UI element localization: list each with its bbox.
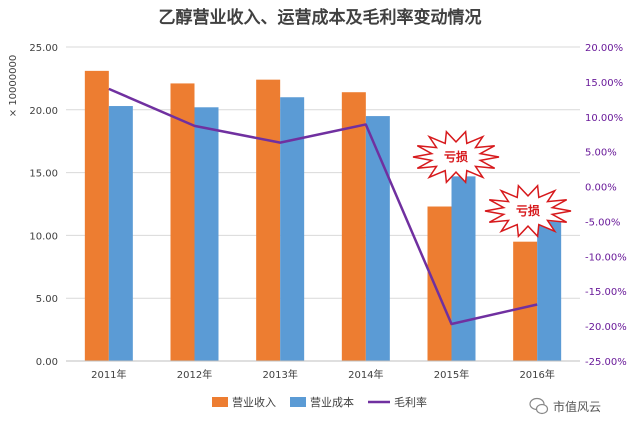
right-tick-label: -15.00%	[585, 287, 627, 298]
bar-cost	[280, 97, 305, 362]
legend-label: 营业成本	[310, 395, 354, 409]
left-tick-label: 10.00	[29, 231, 58, 242]
x-tick-label: 2012年	[177, 368, 212, 381]
x-tick-label: 2011年	[91, 368, 126, 381]
legend: 营业收入 营业成本 毛利率	[212, 395, 427, 409]
loss-label: 亏损	[444, 149, 468, 164]
margin-line-group	[108, 87, 538, 326]
wechat-icon	[529, 397, 549, 415]
bars-group	[84, 70, 562, 362]
bar-revenue	[427, 206, 452, 361]
loss-callout: 亏损	[412, 129, 500, 185]
watermark: 市值风云	[529, 397, 601, 415]
starburst-shape	[412, 129, 500, 185]
bar-revenue	[170, 83, 195, 361]
right-tick-label: 10.00%	[585, 113, 623, 124]
left-tick-label: 15.00	[29, 169, 58, 180]
watermark-text: 市值风云	[553, 399, 601, 414]
right-tick-label: -5.00%	[585, 217, 620, 228]
x-tick-label: 2015年	[434, 368, 469, 381]
loss-label: 亏损	[516, 203, 540, 218]
axes-group: 0.00 5.00 10.00 15.00 20.00 25.00 -25.00% -20.0…	[29, 43, 626, 381]
bar-revenue	[513, 241, 538, 361]
right-tick-label: -20.00%	[585, 322, 627, 333]
right-tick-label: 20.00%	[585, 43, 623, 54]
right-tick-label: 0.00%	[585, 183, 617, 194]
legend-swatch	[212, 397, 228, 407]
bar-revenue	[341, 92, 366, 361]
loss-callout: 亏损	[484, 183, 572, 239]
x-tick-label: 2016年	[519, 368, 554, 381]
legend-label: 毛利率	[394, 395, 427, 409]
legend-swatch	[290, 397, 306, 407]
bar-cost	[537, 221, 562, 361]
bar-cost	[451, 176, 476, 361]
margin-line	[108, 87, 538, 326]
chart-title: 乙醇营业收入、运营成本及毛利率变动情况	[159, 7, 482, 28]
left-tick-label: 25.00	[29, 43, 58, 54]
right-tick-label: -25.00%	[585, 357, 627, 368]
right-tick-label: 5.00%	[585, 148, 617, 159]
right-tick-label: -10.00%	[585, 252, 627, 263]
x-tick-label: 2013年	[262, 368, 297, 381]
left-axis-label: × 10000000	[8, 55, 19, 117]
starburst-shape	[484, 183, 572, 239]
left-tick-label: 0.00	[36, 357, 58, 368]
bar-revenue	[84, 70, 109, 361]
bar-revenue	[256, 79, 281, 361]
bar-cost	[194, 107, 219, 362]
left-tick-label: 5.00	[36, 294, 58, 305]
bar-cost	[108, 106, 133, 361]
x-tick-label: 2014年	[348, 368, 383, 381]
left-tick-label: 20.00	[29, 106, 58, 117]
legend-label: 营业收入	[232, 395, 276, 409]
right-tick-label: 15.00%	[585, 78, 623, 89]
bar-cost	[365, 116, 390, 361]
